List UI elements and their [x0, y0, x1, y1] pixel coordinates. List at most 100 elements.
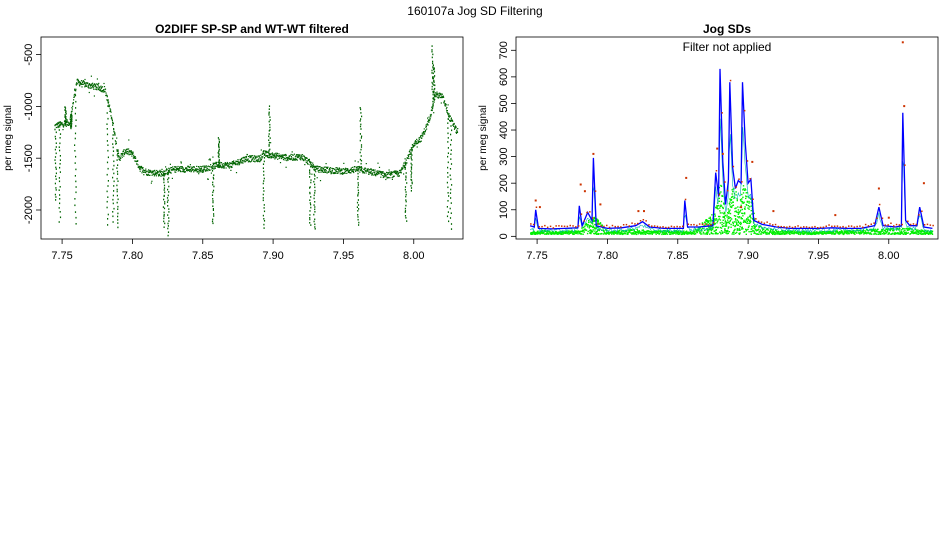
left-chart-point: [282, 155, 284, 158]
left-chart-point: [220, 166, 222, 168]
left-chart-point: [189, 169, 191, 171]
left-chart-point: [64, 121, 66, 124]
left-chart-point: [397, 172, 399, 174]
right-chart-green-point: [718, 197, 720, 200]
right-chart-green-point: [771, 231, 773, 234]
left-chart-point: [307, 160, 309, 162]
left-chart-x-tick-label: 7.85: [192, 250, 213, 262]
right-chart-green-point: [633, 229, 635, 232]
right-chart-green-point: [809, 231, 811, 234]
left-chart-point: [152, 170, 154, 172]
right-chart-green-point: [761, 229, 764, 231]
left-chart-point: [243, 159, 245, 161]
left-chart-point: [432, 53, 434, 56]
left-chart-point: [430, 115, 432, 117]
left-chart-point: [235, 163, 237, 165]
left-chart-point: [127, 150, 129, 153]
left-chart-point: [255, 157, 257, 159]
right-chart-green-point: [741, 202, 743, 204]
right-chart-green-point: [737, 216, 739, 218]
left-chart-point: [163, 198, 165, 201]
left-chart-point: [405, 217, 407, 219]
right-chart-red-point: [546, 226, 549, 229]
left-chart-point: [361, 170, 363, 172]
left-chart-point: [90, 75, 92, 77]
left-chart-point: [112, 194, 114, 197]
left-chart-point: [372, 169, 374, 171]
left-chart-point: [404, 186, 407, 188]
left-chart-point: [128, 154, 130, 156]
left-chart-point: [237, 160, 239, 162]
left-chart-point: [112, 122, 114, 124]
left-chart-point: [126, 148, 128, 150]
left-chart-point: [88, 83, 90, 86]
right-chart-green-point: [531, 231, 534, 234]
left-chart-point: [449, 192, 452, 194]
left-chart-point: [433, 94, 435, 97]
left-chart-point: [117, 152, 120, 155]
right-chart-green-point: [545, 230, 547, 232]
left-chart-point: [357, 191, 360, 194]
right-chart-red-point: [721, 112, 723, 114]
right-chart-red-point: [597, 223, 600, 225]
right-chart-green-point: [706, 222, 708, 225]
right-chart-green-point: [732, 190, 734, 193]
left-chart-point: [97, 85, 99, 87]
right-chart-cyan-series: [529, 118, 933, 234]
left-chart-point: [273, 156, 275, 158]
right-chart-green-point: [832, 230, 835, 232]
left-chart-point: [258, 156, 260, 158]
left-chart-point: [377, 172, 380, 174]
left-chart-point: [224, 165, 226, 167]
left-chart-point: [201, 170, 204, 172]
left-chart-point: [59, 216, 62, 219]
left-chart-point: [410, 187, 413, 189]
right-chart-green-point: [801, 231, 803, 234]
left-chart-point: [74, 175, 76, 177]
left-chart-point: [403, 173, 405, 175]
left-chart-point: [113, 180, 115, 183]
left-chart-point: [336, 167, 338, 169]
left-chart-point: [415, 140, 417, 142]
left-chart-point: [87, 86, 89, 88]
left-chart-point: [313, 197, 315, 200]
left-chart-point: [153, 170, 155, 172]
left-chart-point: [169, 169, 171, 171]
left-chart-point: [215, 161, 217, 163]
left-chart-point: [100, 85, 102, 87]
left-chart-point: [59, 166, 61, 169]
left-chart-point: [149, 174, 151, 176]
right-chart-green-point: [581, 229, 584, 231]
right-chart-red-point: [710, 224, 712, 226]
left-chart-point: [240, 158, 243, 160]
left-chart-point: [282, 156, 284, 158]
right-chart-green-point: [772, 231, 774, 233]
left-chart-point: [310, 196, 312, 198]
left-chart-point: [355, 170, 357, 172]
left-chart-point: [442, 96, 444, 98]
left-chart-point: [430, 116, 432, 118]
right-chart-green-point: [904, 228, 906, 230]
left-chart-point: [331, 172, 333, 174]
left-chart-point: [96, 78, 98, 80]
left-chart-point: [55, 168, 57, 170]
left-chart-point: [436, 93, 439, 95]
right-chart-green-point: [745, 221, 747, 223]
right-chart-red-point: [817, 227, 819, 229]
right-chart-green-point: [764, 230, 766, 233]
right-chart-red-point: [718, 193, 721, 196]
right-chart-green-point: [849, 229, 851, 232]
left-chart-point: [175, 168, 177, 170]
left-chart-point: [94, 84, 96, 86]
right-chart-green-point: [751, 213, 753, 215]
right-chart-green-point: [675, 232, 677, 234]
left-chart-point: [310, 165, 312, 168]
right-chart-green-point: [895, 229, 898, 231]
left-chart-point: [224, 163, 226, 166]
right-chart-green-point: [710, 229, 713, 232]
right-chart-green-point: [619, 230, 621, 232]
right-chart-green-point: [616, 233, 618, 235]
right-chart-green-point: [748, 220, 751, 222]
left-chart-point: [432, 107, 434, 109]
right-chart-green-point: [748, 225, 750, 227]
